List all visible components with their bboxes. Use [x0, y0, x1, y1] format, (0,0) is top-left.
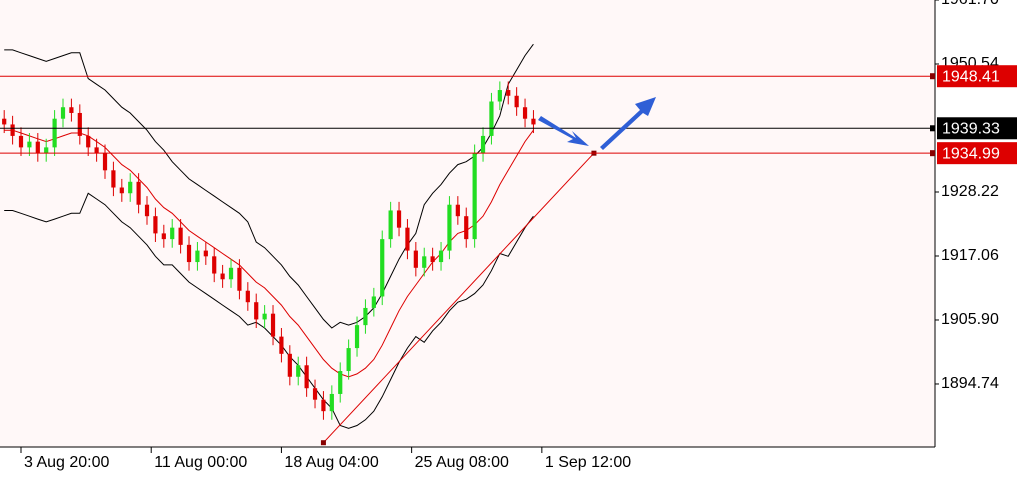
price-label: 1948.41: [942, 68, 1000, 85]
candle-body: [405, 227, 410, 251]
annotation-arrows: [538, 97, 656, 150]
candle-body: [447, 204, 452, 251]
candle-body: [304, 365, 309, 389]
candle-body: [60, 107, 66, 119]
candle-body: [44, 147, 49, 154]
price-label-box: [937, 117, 1017, 140]
candle-body: [186, 244, 192, 263]
candle-body: [136, 181, 141, 205]
y-tick-label: 1905.90: [941, 311, 999, 328]
candle-body: [102, 153, 108, 171]
candle-body: [338, 371, 343, 394]
candle-body: [371, 296, 376, 308]
candle-body: [18, 135, 24, 148]
candle-body: [506, 90, 511, 96]
candle-body: [144, 204, 150, 217]
candle-body: [380, 239, 385, 297]
candle-body: [497, 90, 502, 102]
candle-body: [472, 153, 477, 240]
x-tick-label: 1 Sep 12:00: [545, 454, 631, 471]
band-middle: [4, 129, 534, 378]
candle-body: [514, 95, 519, 108]
price-marker: [930, 150, 935, 157]
candle-body: [363, 307, 368, 326]
candle-body: [430, 256, 435, 263]
arrow-down: [538, 116, 589, 146]
candle-body: [220, 273, 225, 280]
candle-body: [388, 210, 393, 240]
band-lower: [4, 192, 534, 429]
candle-body: [413, 250, 418, 268]
price-marker: [930, 73, 935, 80]
candle-body: [77, 112, 82, 136]
candle-body: [228, 267, 234, 280]
price-label: 1934.99: [942, 145, 1000, 162]
candle-body: [254, 302, 259, 320]
candle-body: [27, 141, 32, 148]
candle-body: [329, 393, 334, 412]
candle-body: [531, 118, 536, 125]
candle-body: [35, 141, 40, 154]
x-tick-label: 11 Aug 00:00: [154, 454, 247, 471]
candle-body: [111, 170, 116, 188]
candle-body: [287, 353, 292, 377]
arrow-up: [600, 97, 656, 150]
candle-body: [455, 204, 460, 217]
candle-body: [522, 107, 528, 119]
x-tick-label: 18 Aug 04:00: [284, 454, 378, 471]
candle-body: [237, 267, 242, 291]
candle-body: [245, 290, 250, 303]
price-marker: [930, 125, 935, 132]
candle-body: [153, 216, 158, 234]
candle-body: [170, 227, 175, 240]
candle-body: [178, 227, 183, 245]
plot-area: [2, 43, 597, 446]
candle-body: [464, 216, 469, 240]
candle-body: [279, 336, 284, 354]
candle-body: [489, 101, 494, 136]
candle-body: [270, 313, 276, 337]
candle-body: [86, 135, 91, 148]
candle-body: [321, 399, 326, 412]
candle-body: [203, 250, 208, 257]
candle-body: [396, 210, 402, 228]
candle-body: [312, 388, 318, 400]
candle-body: [422, 256, 427, 268]
candle-body: [438, 250, 444, 263]
price-label-box: [937, 142, 1017, 165]
candle-body: [346, 348, 351, 372]
candle-body: [10, 124, 15, 136]
y-tick-label: 1894.74: [941, 375, 999, 392]
candle-body: [480, 135, 486, 154]
candle-body: [195, 250, 200, 263]
candle-body: [212, 256, 217, 274]
x-tick-label: 3 Aug 20:00: [24, 454, 110, 471]
candle-body: [296, 365, 301, 377]
candle-body: [119, 187, 124, 194]
candle-body: [52, 118, 57, 148]
candle-body: [2, 118, 7, 125]
price-label-box: [937, 65, 1017, 88]
band-upper: [4, 43, 534, 329]
x-tick-label: 25 Aug 08:00: [415, 454, 509, 471]
y-tick-label: 1928.22: [941, 183, 999, 200]
candle-body: [69, 107, 74, 113]
trend-point: [320, 440, 326, 446]
candle-body: [128, 181, 133, 194]
candle-body: [94, 147, 99, 154]
candle-body: [262, 313, 267, 320]
candle-body: [354, 325, 360, 349]
price-label: 1939.33: [942, 120, 1000, 137]
y-tick-label: 1961.70: [941, 0, 999, 8]
trend-line: [323, 152, 595, 444]
candle-body: [161, 233, 166, 240]
y-tick-label: 1917.06: [941, 247, 999, 264]
